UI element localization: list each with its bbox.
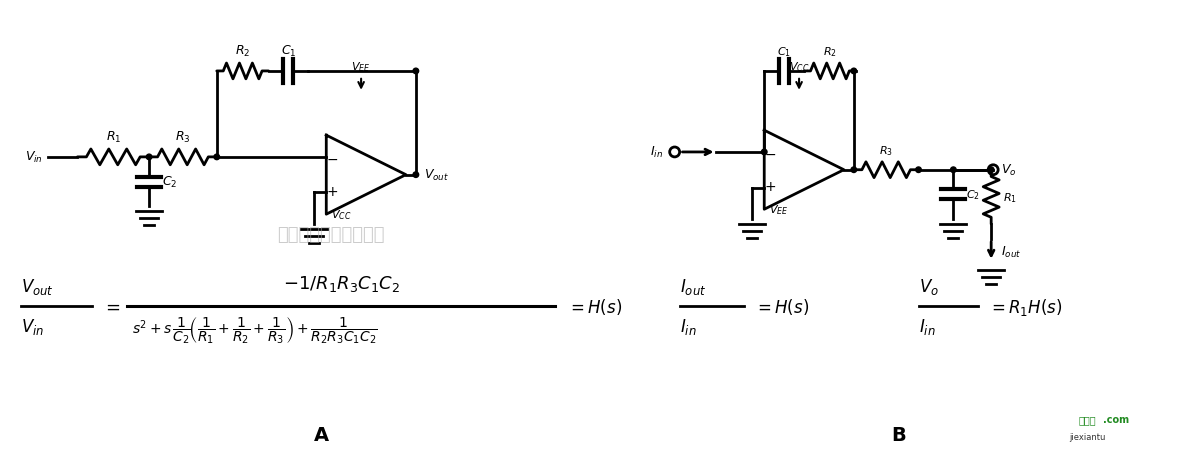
Text: $R_1$: $R_1$ [106,129,121,145]
Circle shape [851,168,857,173]
Text: 接线图: 接线图 [1079,414,1097,424]
Text: $-$: $-$ [326,152,338,166]
Text: $+$: $+$ [326,185,338,199]
Text: $I_{in}$: $I_{in}$ [649,145,662,160]
Text: jiexiantu: jiexiantu [1069,432,1106,441]
Text: $R_3$: $R_3$ [175,129,191,145]
Text: A: A [313,425,329,444]
Text: $R_2$: $R_2$ [823,45,836,59]
Text: $C_1$: $C_1$ [778,45,791,59]
Text: $V_{EE}$: $V_{EE}$ [352,60,371,74]
Text: $= H(s)$: $= H(s)$ [568,297,623,316]
Text: $R_1$: $R_1$ [1003,191,1018,205]
Text: $V_o$: $V_o$ [1001,163,1016,178]
Circle shape [214,155,220,160]
Circle shape [413,69,419,74]
Circle shape [989,168,994,173]
Text: $-1/R_1R_3C_1C_2$: $-1/R_1R_3C_1C_2$ [283,274,400,294]
Text: $V_{EE}$: $V_{EE}$ [769,203,788,217]
Text: $R_2$: $R_2$ [235,44,251,59]
Text: $V_{in}$: $V_{in}$ [20,316,44,336]
Text: $C_2$: $C_2$ [162,174,178,190]
Circle shape [851,69,857,74]
Text: $V_{CC}$: $V_{CC}$ [788,60,809,74]
Text: .com: .com [1103,414,1129,424]
Circle shape [762,150,767,155]
Text: $+$: $+$ [764,180,776,194]
Circle shape [916,168,922,173]
Text: $= H(s)$: $= H(s)$ [755,297,810,316]
Text: $-$: $-$ [764,147,776,161]
Text: $V_{out}$: $V_{out}$ [424,168,449,183]
Text: $C_1$: $C_1$ [281,44,296,59]
Text: B: B [892,425,906,444]
Text: $= R_1H(s)$: $= R_1H(s)$ [988,296,1063,317]
Text: $V_{in}$: $V_{in}$ [25,150,42,165]
Circle shape [146,155,152,160]
Text: $R_3$: $R_3$ [880,144,893,157]
Text: $V_{CC}$: $V_{CC}$ [331,208,352,222]
Text: $I_{out}$: $I_{out}$ [1001,245,1021,260]
Text: $I_{in}$: $I_{in}$ [679,316,696,336]
Text: $I_{in}$: $I_{in}$ [918,316,935,336]
Text: $=$: $=$ [102,297,121,315]
Text: $V_{out}$: $V_{out}$ [20,277,54,297]
Text: $C_2$: $C_2$ [966,188,980,202]
Text: 杭州将睿科技有限公司: 杭州将睿科技有限公司 [277,225,385,243]
Circle shape [950,168,956,173]
Text: $I_{out}$: $I_{out}$ [679,277,706,297]
Text: $s^2 + s\,\dfrac{1}{C_2}\!\left(\dfrac{1}{R_1}+\dfrac{1}{R_2}+\dfrac{1}{R_3}\rig: $s^2 + s\,\dfrac{1}{C_2}\!\left(\dfrac{1… [132,314,378,345]
Circle shape [413,173,419,178]
Text: $V_o$: $V_o$ [918,277,938,297]
